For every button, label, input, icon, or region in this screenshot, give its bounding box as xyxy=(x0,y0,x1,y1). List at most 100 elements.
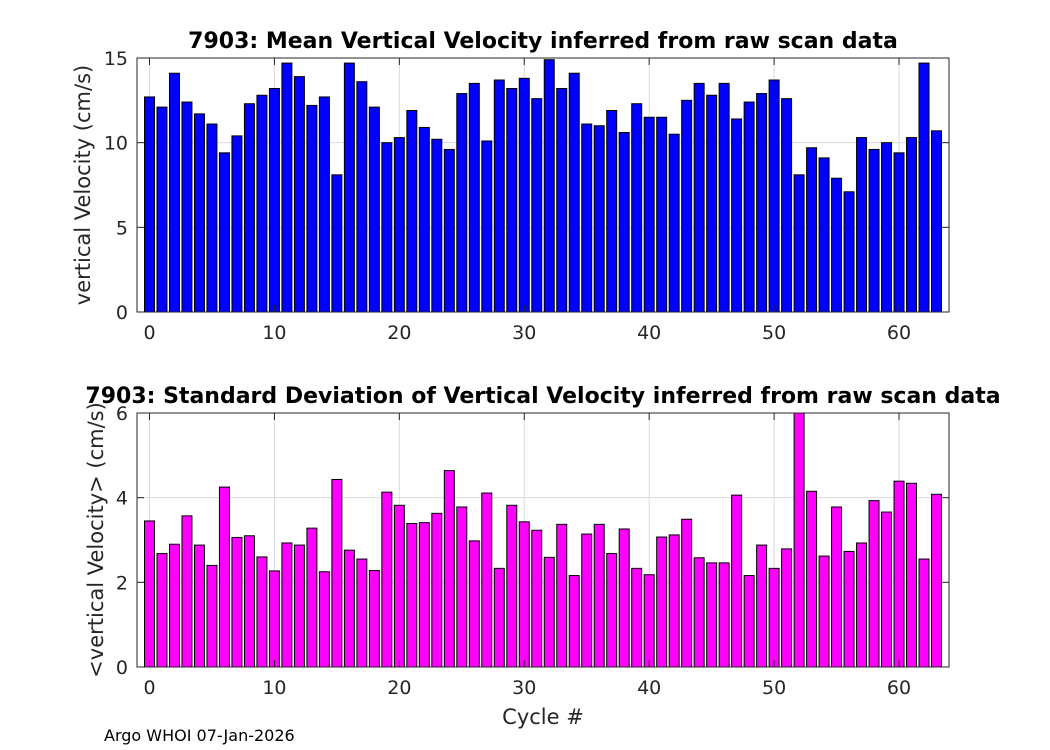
bar-std-cycle-57 xyxy=(856,542,868,668)
bar-mean-cycle-5 xyxy=(206,123,218,313)
bar-std-cycle-38 xyxy=(618,528,630,668)
bar-mean-cycle-9 xyxy=(256,94,268,313)
axes-frame-mean xyxy=(136,57,950,313)
y-tick-label: 2 xyxy=(116,572,128,594)
bar-std-cycle-32 xyxy=(543,556,555,668)
bar-std-cycle-41 xyxy=(656,536,668,668)
bar-mean-cycle-15 xyxy=(331,174,343,313)
bar-mean-cycle-45 xyxy=(706,94,718,313)
bar-mean-cycle-24 xyxy=(443,148,455,313)
bar-mean-cycle-8 xyxy=(243,103,255,313)
mean-velocity-chart: 0 10 20 30 40 50 60 0 5 10 15 7903: Mean Vertical … xyxy=(71,29,950,344)
bar-mean-cycle-49 xyxy=(756,93,768,313)
bar-std-cycle-19 xyxy=(381,491,393,668)
bar-std-cycle-63 xyxy=(931,493,943,668)
bar-std-cycle-45 xyxy=(706,562,718,668)
bar-mean-cycle-2 xyxy=(168,72,180,313)
y-tick-label: 6 xyxy=(116,403,128,425)
bar-mean-cycle-17 xyxy=(356,81,368,313)
bar-mean-cycle-50 xyxy=(768,79,780,313)
x-tick-label: 0 xyxy=(143,677,155,699)
bar-std-cycle-13 xyxy=(306,527,318,668)
y-tick-label: 0 xyxy=(116,302,128,324)
bar-mean-cycle-33 xyxy=(556,87,568,313)
bar-std-cycle-11 xyxy=(281,542,293,668)
bar-mean-cycle-14 xyxy=(318,96,330,313)
bar-mean-cycle-37 xyxy=(606,109,618,313)
bar-std-cycle-30 xyxy=(518,521,530,668)
bar-std-cycle-40 xyxy=(643,574,655,668)
bar-std-cycle-49 xyxy=(756,544,768,668)
bar-mean-cycle-0 xyxy=(144,96,155,313)
y-tick-label: 0 xyxy=(116,657,128,679)
bar-mean-cycle-58 xyxy=(868,148,880,313)
bar-mean-cycle-1 xyxy=(156,106,168,313)
bar-mean-cycle-19 xyxy=(381,142,393,313)
x-tick-label: 40 xyxy=(637,322,661,344)
bar-mean-cycle-32 xyxy=(543,59,555,313)
bar-mean-cycle-57 xyxy=(856,137,868,313)
bar-mean-cycle-30 xyxy=(518,77,530,313)
bar-mean-cycle-35 xyxy=(581,123,593,313)
bar-std-cycle-28 xyxy=(493,567,505,668)
bar-mean-cycle-42 xyxy=(668,133,680,313)
bar-std-cycle-61 xyxy=(906,482,918,668)
bar-mean-cycle-34 xyxy=(568,72,580,313)
bar-std-cycle-56 xyxy=(843,550,855,668)
bar-mean-cycle-36 xyxy=(593,125,605,313)
bar-mean-cycle-29 xyxy=(506,87,518,313)
x-tick-label: 60 xyxy=(887,677,911,699)
bar-std-cycle-4 xyxy=(193,544,205,668)
bar-mean-cycle-46 xyxy=(718,82,730,313)
bar-std-cycle-26 xyxy=(468,540,480,668)
x-tick-label: 50 xyxy=(762,677,786,699)
bar-std-cycle-48 xyxy=(743,575,755,668)
bar-mean-cycle-6 xyxy=(218,152,230,313)
y-tick-label: 10 xyxy=(104,133,128,155)
x-axis-label-std: Cycle # xyxy=(502,705,584,729)
bar-mean-cycle-21 xyxy=(406,109,418,313)
bar-std-cycle-22 xyxy=(418,522,430,668)
bar-std-cycle-60 xyxy=(893,480,905,668)
bar-mean-cycle-4 xyxy=(193,113,205,313)
bar-std-cycle-29 xyxy=(506,504,518,668)
x-tick-label: 60 xyxy=(887,322,911,344)
bar-std-cycle-58 xyxy=(868,500,880,668)
chart-title-mean: 7903: Mean Vertical Velocity inferred fr… xyxy=(188,29,898,54)
x-tick-label: 30 xyxy=(512,677,536,699)
bar-mean-cycle-53 xyxy=(806,147,818,313)
bar-std-cycle-16 xyxy=(343,549,355,668)
bars-mean xyxy=(144,59,943,313)
bar-mean-cycle-54 xyxy=(818,157,830,313)
bar-mean-cycle-63 xyxy=(931,130,943,313)
bar-std-cycle-23 xyxy=(431,512,443,668)
y-tick-label: 4 xyxy=(116,488,128,510)
bar-std-cycle-35 xyxy=(581,533,593,668)
bar-std-cycle-62 xyxy=(918,558,930,668)
bar-std-cycle-21 xyxy=(406,522,418,668)
bar-std-cycle-6 xyxy=(218,486,230,668)
bar-mean-cycle-55 xyxy=(831,177,843,313)
bar-std-cycle-51 xyxy=(781,548,793,668)
bar-mean-cycle-13 xyxy=(306,104,318,313)
bar-mean-cycle-31 xyxy=(531,98,543,313)
bar-std-cycle-55 xyxy=(831,506,843,668)
bar-std-cycle-12 xyxy=(293,544,305,668)
x-tick-label: 20 xyxy=(387,322,411,344)
x-tick-label: 10 xyxy=(262,677,286,699)
x-tick-label: 30 xyxy=(512,322,536,344)
bar-mean-cycle-59 xyxy=(881,142,893,313)
axes-frame-std xyxy=(136,412,950,668)
bar-mean-cycle-39 xyxy=(631,103,643,313)
bar-std-cycle-44 xyxy=(693,557,705,668)
bar-std-cycle-39 xyxy=(631,567,643,668)
x-tick-label: 20 xyxy=(387,677,411,699)
bar-mean-cycle-62 xyxy=(918,62,930,313)
x-tick-label: 40 xyxy=(637,677,661,699)
bar-std-cycle-33 xyxy=(556,523,568,668)
y-tick-label: 15 xyxy=(104,48,128,70)
bar-mean-cycle-16 xyxy=(343,62,355,313)
bar-mean-cycle-26 xyxy=(468,82,480,313)
bar-std-cycle-18 xyxy=(368,569,380,668)
